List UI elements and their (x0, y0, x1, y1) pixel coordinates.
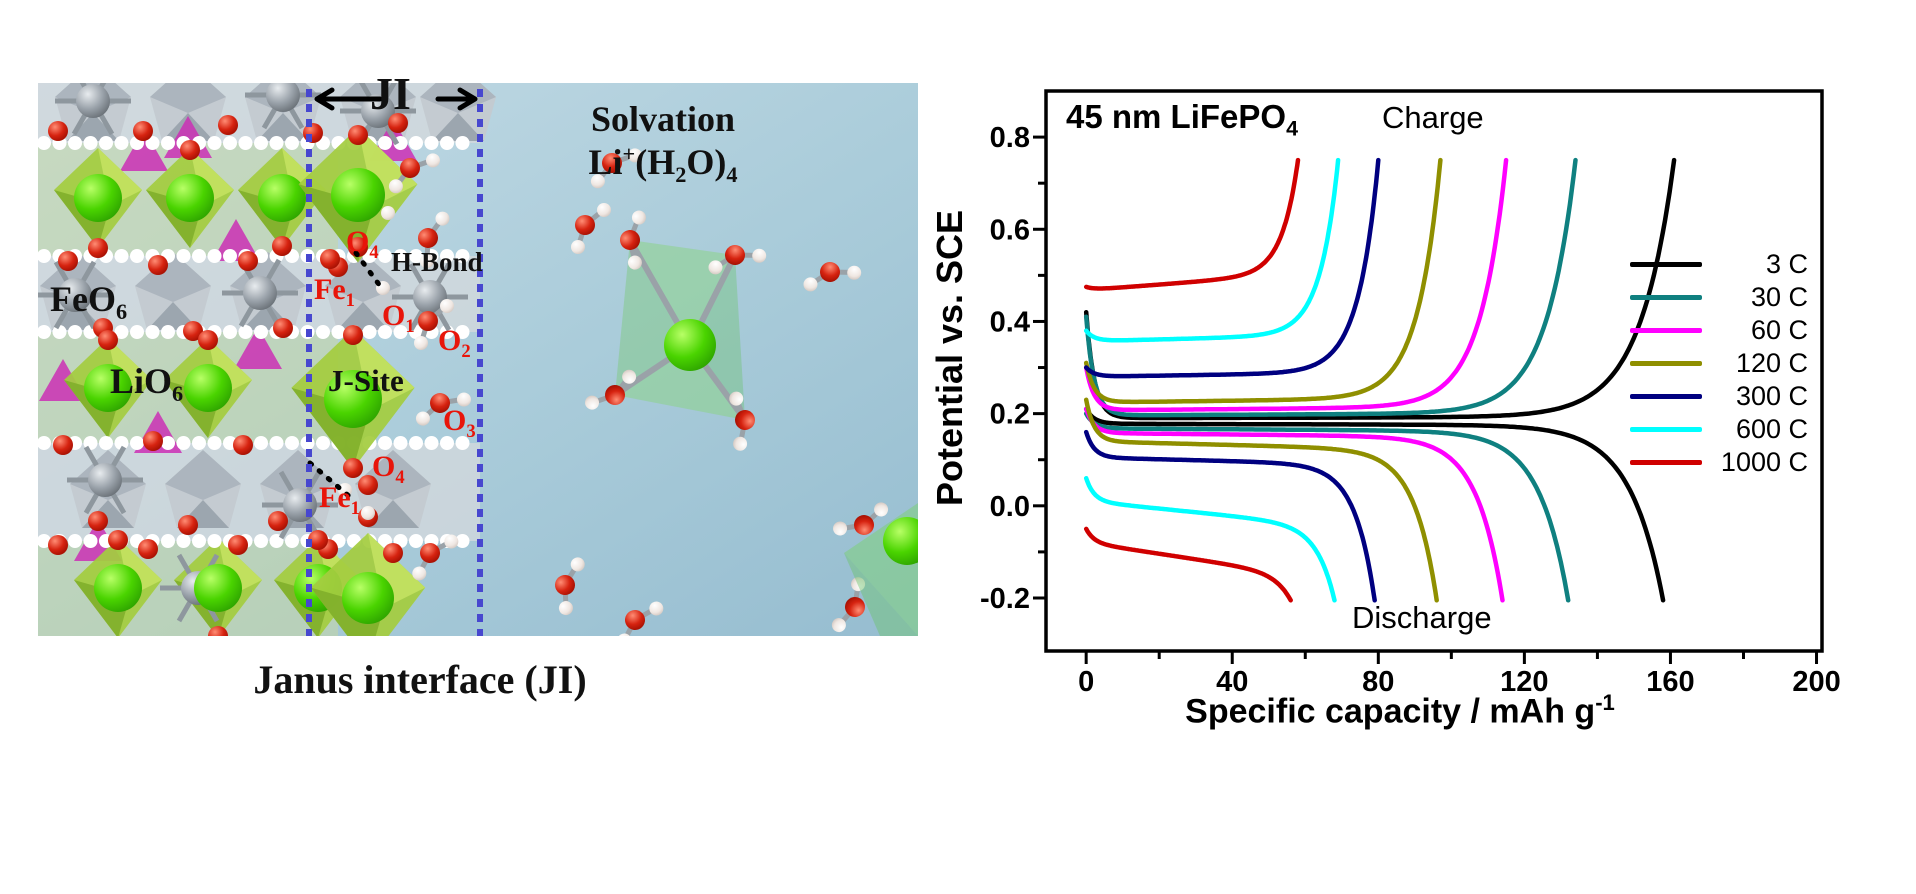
interface-guides (306, 87, 483, 636)
legend-row-300C: 300 C (1630, 380, 1808, 413)
y-tick-label: -0.2 (980, 583, 1030, 615)
curve-1000C-charge (1083, 157, 1301, 291)
legend-line-60C (1630, 328, 1702, 333)
ji-left-arrow (314, 87, 383, 111)
ji-right-arrow (435, 87, 478, 111)
axes (1044, 89, 1824, 653)
legend-row-3C: 3 C (1630, 248, 1808, 281)
lio6-label: LiO6 (110, 361, 184, 407)
x-tick-label: 160 (1646, 666, 1694, 698)
legend-label-600C: 600 C (1735, 414, 1808, 444)
molecular-structure-art (38, 83, 918, 636)
y-tick-label: 0.4 (990, 306, 1030, 338)
curve-1000C-discharge (1083, 526, 1293, 603)
ji-region-label: JI (370, 68, 411, 119)
curve-60C-discharge (1083, 406, 1505, 603)
legend-label-30C: 30 C (1750, 282, 1808, 312)
o1-label: O1 (382, 299, 415, 337)
legend-row-120C: 120 C (1630, 347, 1808, 380)
y-tick-label: 0.2 (990, 399, 1030, 431)
o2-label: O2 (438, 324, 471, 362)
tick-marks (1033, 135, 1819, 664)
legend-line-30C (1630, 295, 1702, 300)
feo6-label: FeO6 (50, 279, 128, 325)
tick-labels: 0 40 80 120 160 200 0.8 0.6 0.4 0.2 0.0 -0.2 (980, 122, 1841, 698)
curve-30C-charge (1083, 157, 1578, 418)
curve-120C-charge (1083, 157, 1443, 405)
curve-60C-charge (1083, 157, 1509, 413)
legend-line-120C (1630, 361, 1702, 366)
legend-label-300C: 300 C (1735, 381, 1808, 411)
chart-title: 45 nm LiFePO4 (1066, 98, 1298, 141)
legend: 3 C 30 C 60 C 120 C 300 C 600 C 1000 C (1630, 248, 1808, 479)
curve-series (1083, 157, 1677, 603)
legend-row-60C: 60 C (1630, 314, 1808, 347)
legend-label-1000C: 1000 C (1720, 447, 1808, 477)
curve-3C-charge (1083, 157, 1677, 421)
y-axis-label: Potential vs. SCE (929, 209, 970, 507)
legend-line-300C (1630, 394, 1702, 399)
h-bond-label: H-Bond (391, 247, 483, 277)
discharge-annotation: Discharge (1352, 600, 1492, 635)
legend-label-120C: 120 C (1735, 348, 1808, 378)
legend-line-600C (1630, 427, 1702, 432)
o3-label: O3 (443, 404, 476, 442)
legend-row-1000C: 1000 C (1630, 446, 1808, 479)
charge-annotation: Charge (1382, 100, 1484, 135)
plot-box (1044, 89, 1824, 653)
curve-30C-discharge (1083, 411, 1571, 603)
legend-line-1000C (1630, 460, 1702, 465)
j-site-label: J-Site (328, 363, 404, 398)
x-tick-label: 200 (1792, 666, 1840, 698)
x-tick-label: 80 (1362, 666, 1394, 698)
fe1-top-label: Fe1 (314, 273, 355, 311)
h-bond-dots-bottom (307, 460, 353, 500)
janus-site-column (291, 125, 473, 636)
curve-300C-charge (1083, 157, 1381, 379)
x-axis-label: Specific capacity / mAh g-1 (1185, 690, 1615, 731)
curve-600C-charge (1083, 157, 1341, 343)
o4-bottom-label: O4 (372, 450, 405, 488)
solvation-region (544, 138, 918, 636)
legend-label-60C: 60 C (1750, 315, 1808, 345)
curve-300C-discharge (1083, 429, 1377, 603)
curve-600C-discharge (1083, 475, 1337, 603)
x-tick-label: 120 (1500, 666, 1548, 698)
legend-label-3C: 3 C (1765, 249, 1808, 279)
janus-interface-panel: JI Solvation Li+(H2O)4 FeO6 LiO6 J-Site … (38, 71, 918, 636)
x-tick-label: 0 (1078, 666, 1094, 698)
panel-caption: Janus interface (JI) (253, 657, 587, 702)
solvation-title: Solvation (590, 99, 736, 139)
solvation-formula: Li+(H2O)4 (588, 141, 738, 188)
legend-row-600C: 600 C (1630, 413, 1808, 446)
curve-120C-discharge (1083, 397, 1439, 603)
y-tick-label: 0.0 (990, 491, 1030, 523)
fe1-bottom-label: Fe1 (319, 481, 360, 519)
y-tick-label: 0.8 (990, 122, 1030, 154)
x-tick-label: 40 (1216, 666, 1248, 698)
o4-top-label: O4 (346, 225, 379, 263)
curve-3C-discharge (1083, 406, 1666, 603)
y-tick-label: 0.6 (990, 214, 1030, 246)
legend-row-30C: 30 C (1630, 281, 1808, 314)
legend-line-3C (1630, 262, 1702, 267)
lattice-atoms (38, 83, 468, 636)
h-bond-dots-top (353, 250, 386, 293)
